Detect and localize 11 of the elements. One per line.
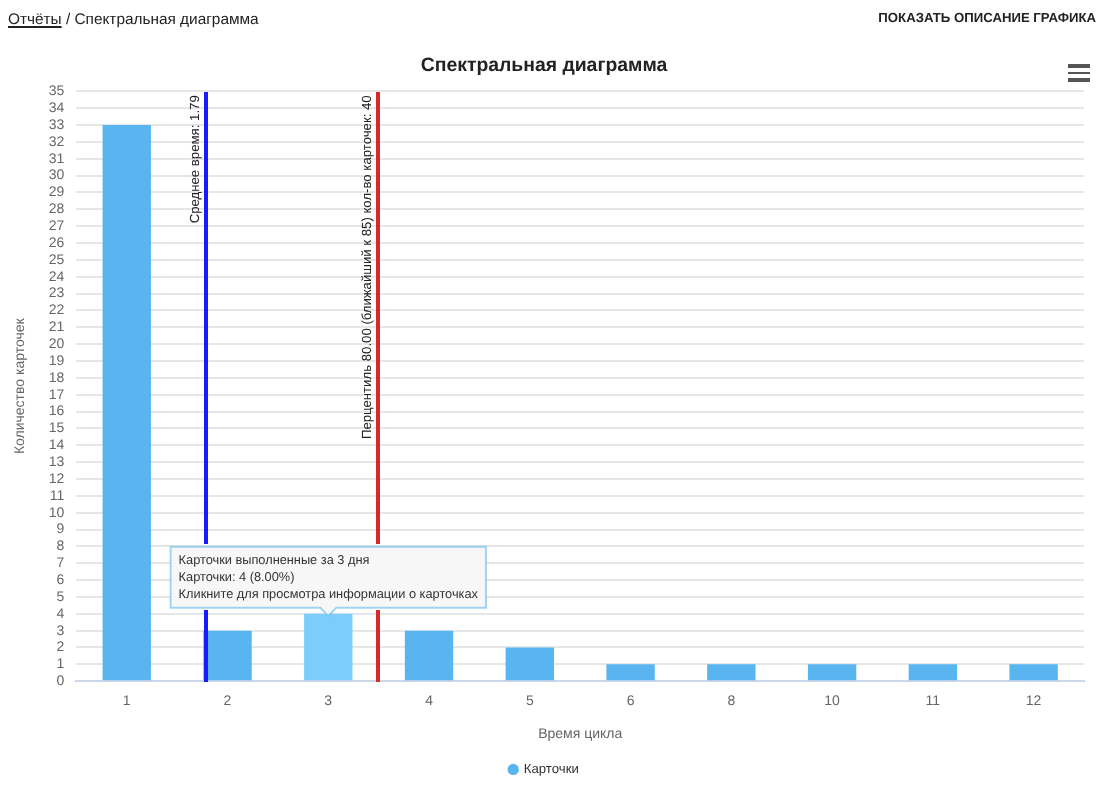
- bar: [707, 664, 756, 681]
- chart-title: Спектральная диаграмма: [420, 55, 669, 77]
- bar: [505, 647, 554, 681]
- bar: [606, 664, 655, 681]
- bar: [908, 664, 958, 681]
- bar: [304, 613, 353, 681]
- bar: [807, 664, 857, 681]
- bar: [203, 630, 252, 681]
- bar: [1009, 664, 1058, 681]
- bar: [404, 630, 454, 681]
- bar: [102, 124, 151, 681]
